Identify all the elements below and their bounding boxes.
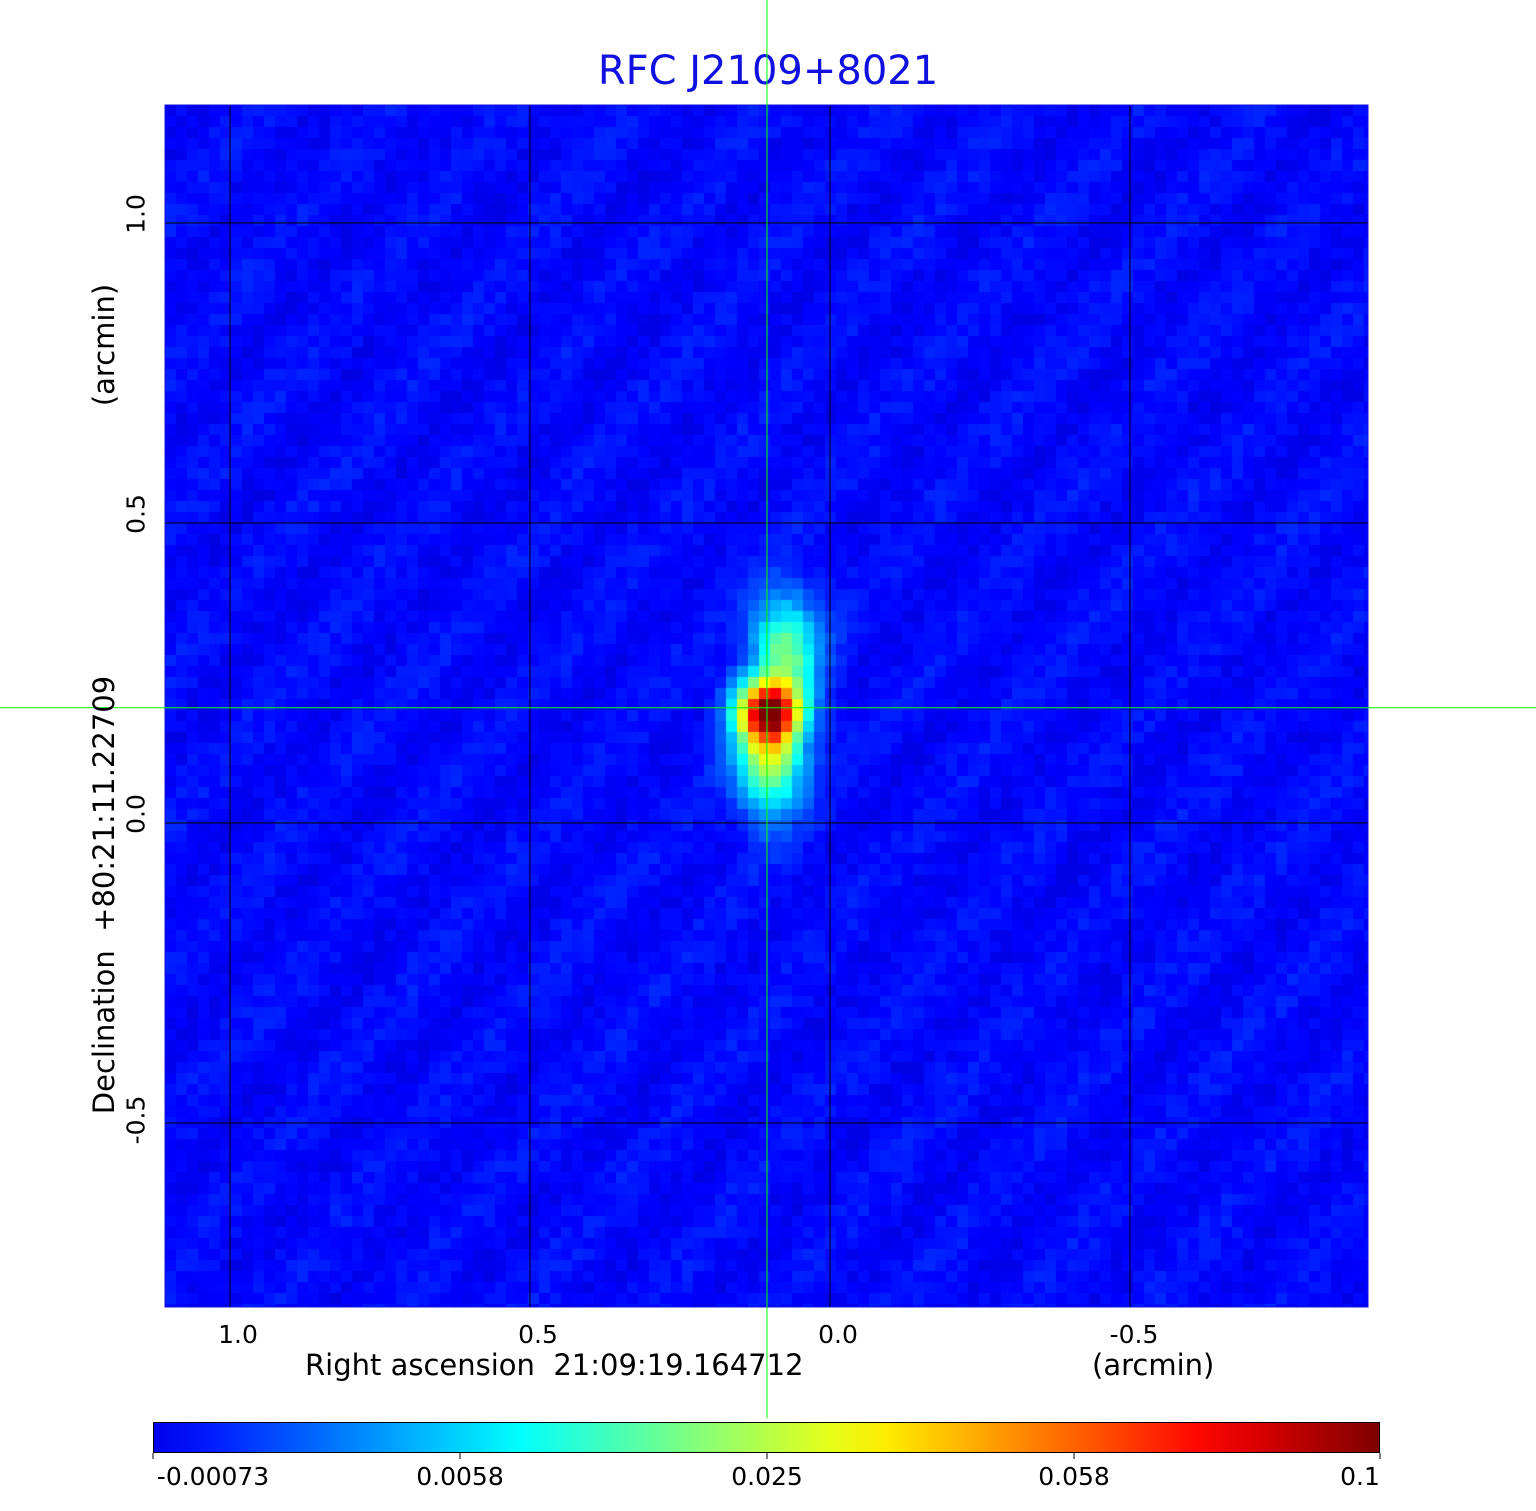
y-tick-label: 1.0 <box>121 194 151 234</box>
x-tick-label: 0.0 <box>818 1320 858 1349</box>
y-tick-label: -0.5 <box>121 1095 151 1145</box>
x-axis-unit: (arcmin) <box>1092 1348 1215 1382</box>
colorbar-tick-label: -0.00073 <box>156 1462 270 1491</box>
colorbar-tick-label: 0.0058 <box>416 1462 504 1491</box>
y-tick-label: 0.0 <box>121 794 151 834</box>
colorbar <box>153 1422 1380 1453</box>
y-axis-label: Declination +80:21:11.22709 <box>87 675 121 1115</box>
chart-title: RFC J2109+8021 <box>597 48 939 94</box>
colorbar-tick-label: 0.025 <box>731 1462 803 1491</box>
y-tick-label: 0.5 <box>121 494 151 534</box>
x-axis-label: Right ascension 21:09:19.164712 <box>305 1348 804 1382</box>
y-axis-unit: (arcmin) <box>87 283 121 407</box>
colorbar-tick-label: 0.1 <box>1340 1462 1380 1491</box>
x-tick-label: 0.5 <box>518 1320 558 1349</box>
x-tick-label: -0.5 <box>1109 1320 1159 1349</box>
x-tick-label: 1.0 <box>218 1320 258 1349</box>
heatmap-image <box>165 105 1368 1307</box>
colorbar-tick-label: 0.058 <box>1038 1462 1110 1491</box>
